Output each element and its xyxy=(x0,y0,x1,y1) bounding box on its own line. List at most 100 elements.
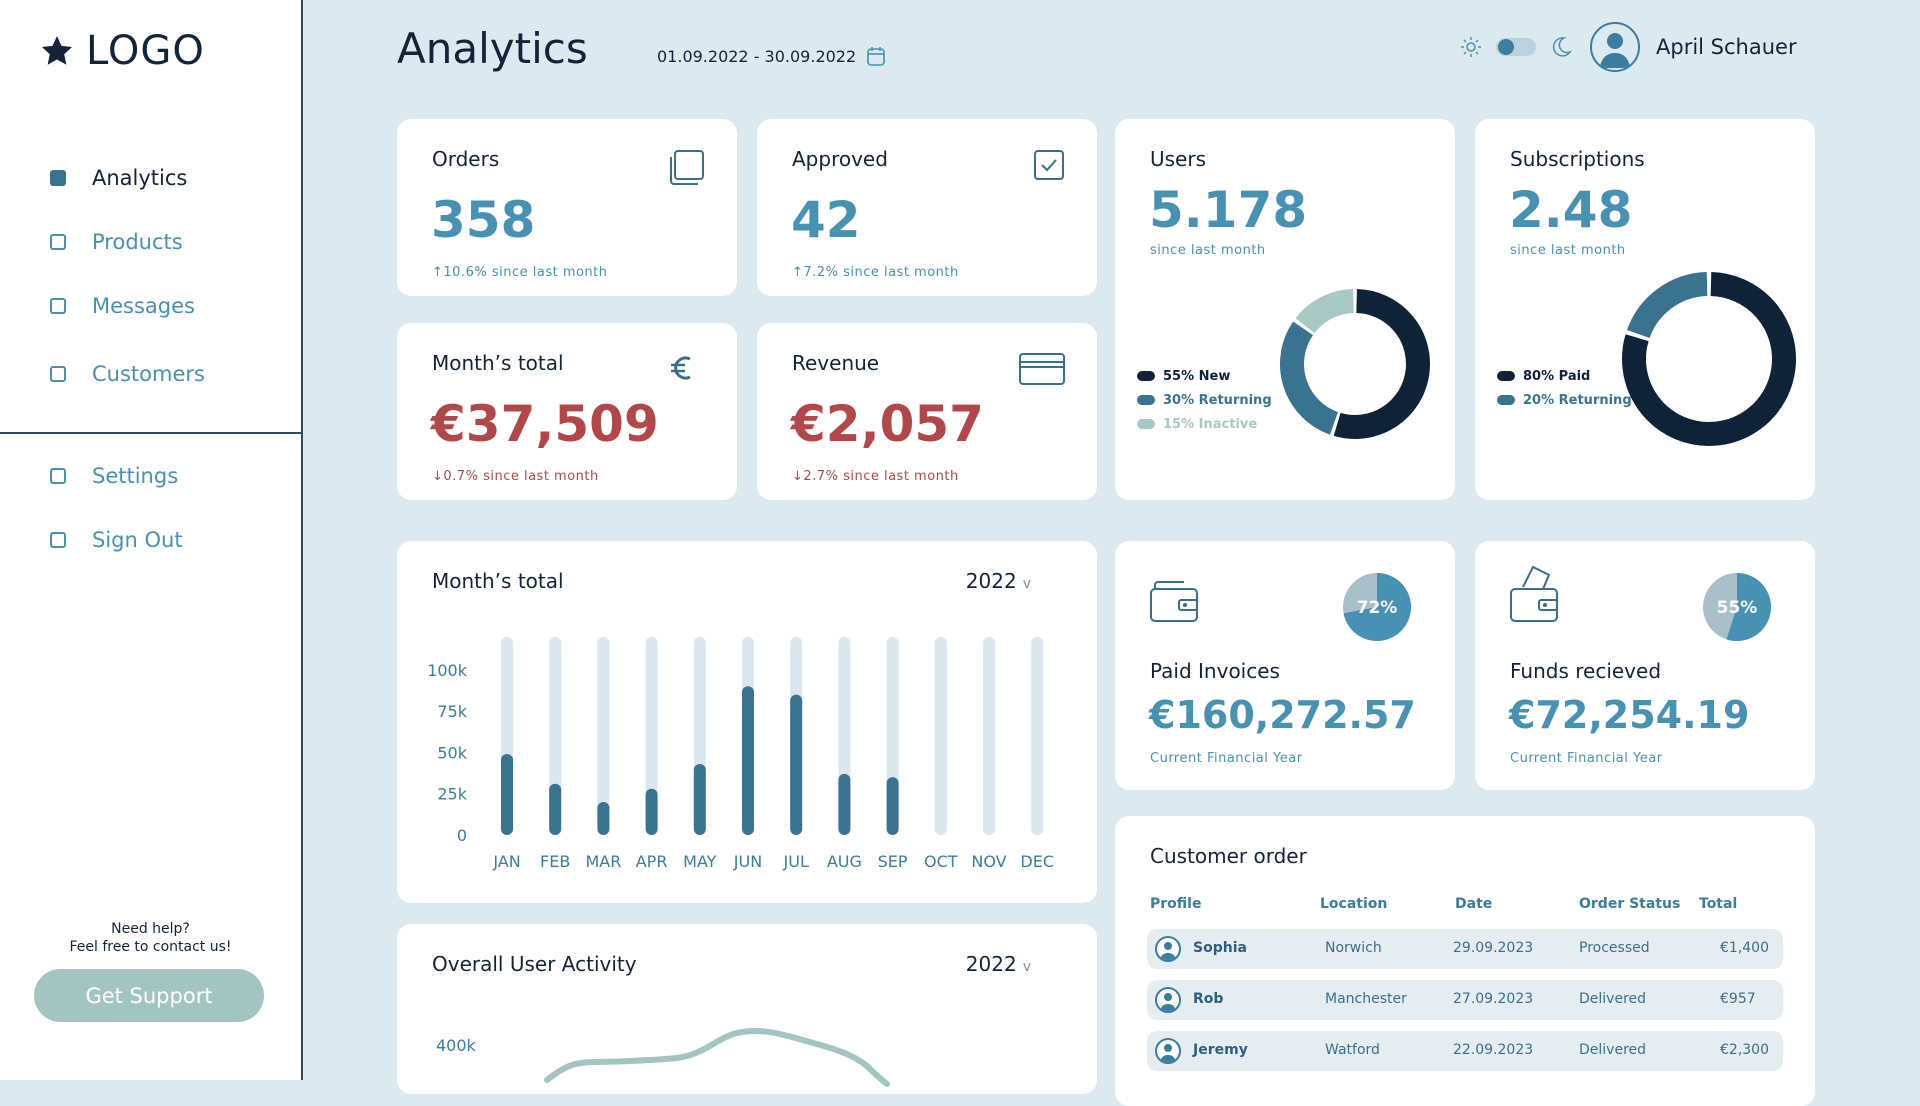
approved-change: ↑7.2% since last month xyxy=(792,265,959,280)
nav-item-analytics[interactable]: Analytics xyxy=(50,166,187,190)
avatar xyxy=(1155,987,1181,1013)
legend-label: 30% Returning xyxy=(1163,392,1272,408)
get-support-button[interactable]: Get Support xyxy=(34,969,264,1022)
toggle-knob xyxy=(1498,39,1514,55)
customer-name: Jeremy xyxy=(1193,1042,1248,1058)
wallet-icon xyxy=(1150,581,1198,622)
y-tick-label: 75k xyxy=(437,702,467,721)
bar-track xyxy=(1031,637,1044,835)
year-value: 2022 xyxy=(965,569,1017,593)
bar xyxy=(501,754,513,835)
date-range-picker[interactable]: 01.09.2022 - 30.09.2022 xyxy=(657,45,886,67)
bar xyxy=(742,686,754,835)
card-title: Orders xyxy=(432,147,500,171)
year-select[interactable]: 2022 v xyxy=(966,952,1031,976)
user-activity-line-chart: 400k xyxy=(436,1027,890,1087)
card-title: Users xyxy=(1150,147,1207,171)
x-tick-label: APR xyxy=(636,852,668,871)
customer-location: Norwich xyxy=(1325,940,1382,956)
x-tick-label: JAN xyxy=(492,852,520,871)
euro-icon xyxy=(671,356,691,380)
y-tick-label: 50k xyxy=(437,743,467,762)
chart-title: Month’s total xyxy=(432,569,564,593)
nav-item-sign-out[interactable]: Sign Out xyxy=(50,528,183,552)
user-activity-card: Overall User Activity 2022 v 400k xyxy=(397,924,1097,1094)
card-title: Revenue xyxy=(792,351,880,375)
chevron-down-icon: v xyxy=(1022,576,1031,592)
bar xyxy=(645,788,658,835)
copy-icon xyxy=(670,150,704,185)
bar xyxy=(838,773,851,835)
bar xyxy=(597,801,610,835)
table-row[interactable]: Rob Manchester 27.09.2023 Delivered €957 xyxy=(1147,980,1783,1020)
help-line-1: Need help? xyxy=(111,921,190,937)
funds-pie-chart: 55% xyxy=(1703,573,1771,641)
bar-track xyxy=(645,637,658,835)
subscriptions-donut-chart xyxy=(1622,272,1796,446)
x-tick-label: MAR xyxy=(585,852,621,871)
nav-item-products[interactable]: Products xyxy=(50,230,183,254)
legend-label: 55% New xyxy=(1163,368,1231,384)
invoices-pie-chart: 72% xyxy=(1343,573,1411,641)
bar xyxy=(549,783,562,835)
x-tick-label: JUL xyxy=(783,852,809,871)
chart-title: Overall User Activity xyxy=(432,952,637,976)
order-date: 27.09.2023 xyxy=(1453,991,1534,1007)
change-text: 2.7% since last month xyxy=(803,469,959,484)
month-total-card: Month’s total €37,509 ↓0.7% since last m… xyxy=(397,323,737,500)
legend-swatch xyxy=(1137,371,1155,381)
card-title: Customer order xyxy=(1150,844,1307,868)
nav-item-label: Products xyxy=(92,230,183,254)
donut-segment xyxy=(1622,272,1796,446)
table-row[interactable]: Jeremy Watford 22.09.2023 Delivered €2,3… xyxy=(1147,1031,1783,1071)
page-title: Analytics xyxy=(397,24,588,73)
change-text: 7.2% since last month xyxy=(803,265,959,280)
users-legend: 55% New 30% Returning 15% Inactive xyxy=(1137,364,1272,436)
y-tick-label: 25k xyxy=(437,785,467,804)
month-total-chart-card: Month’s total 2022 v 0 25k 50k 75k 100k JAN FEB… xyxy=(397,541,1097,903)
logo[interactable]: LOGO xyxy=(40,28,205,74)
customer-order-card: Customer order Profile Location Date Ord… xyxy=(1115,816,1815,1106)
nav-item-settings[interactable]: Settings xyxy=(50,464,178,488)
nav-item-label: Sign Out xyxy=(92,528,183,552)
nav-item-label: Analytics xyxy=(92,166,188,190)
users-card: Users 5.178 since last month 55% New 30%… xyxy=(1115,119,1455,500)
x-tick-label: AUG xyxy=(827,852,862,871)
nav-item-label: Settings xyxy=(92,464,179,488)
x-tick-label: DEC xyxy=(1020,852,1054,871)
legend-label: 80% Paid xyxy=(1523,368,1591,384)
order-status: Delivered xyxy=(1579,1042,1647,1058)
x-tick-label: MAY xyxy=(683,852,717,871)
user-profile[interactable]: April Schauer xyxy=(1590,22,1797,72)
table-row[interactable]: Sophia Norwich 29.09.2023 Processed €1,4… xyxy=(1147,929,1783,969)
year-select[interactable]: 2022 v xyxy=(966,569,1031,593)
nav-item-messages[interactable]: Messages xyxy=(50,294,195,318)
subscriptions-legend: 80% Paid 20% Returning xyxy=(1497,364,1632,412)
logo-text: LOGO xyxy=(86,28,205,74)
pie-slice xyxy=(1726,573,1771,641)
order-date: 29.09.2023 xyxy=(1453,940,1534,956)
bar xyxy=(886,777,899,835)
calendar-icon xyxy=(867,47,885,66)
arrow-up-icon: ↑ xyxy=(432,265,444,280)
credit-card-icon xyxy=(1019,353,1065,385)
bar xyxy=(790,694,803,835)
card-title: Subscriptions xyxy=(1510,147,1645,171)
help-line-2: Feel free to contact us! xyxy=(69,939,232,955)
funds-received-value: €72,254.19 xyxy=(1509,693,1750,737)
user-avatar-icon xyxy=(1160,993,1176,1011)
nav-checkbox-icon xyxy=(50,234,66,250)
star-icon xyxy=(41,36,73,65)
users-donut-chart xyxy=(1280,289,1430,439)
chevron-down-icon: v xyxy=(1022,959,1031,975)
nav-item-customers[interactable]: Customers xyxy=(50,362,205,386)
subscriptions-value: 2.48 xyxy=(1509,181,1633,239)
card-title: Month’s total xyxy=(432,351,564,375)
legend-label: 20% Returning xyxy=(1523,392,1632,408)
dark-mode-toggle[interactable] xyxy=(1496,38,1536,56)
nav-checkbox-icon xyxy=(50,468,66,484)
orders-change: ↑10.6% since last month xyxy=(432,265,608,280)
user-avatar-icon xyxy=(1600,33,1630,68)
nav-item-label: Messages xyxy=(92,294,195,318)
legend-item-returning: 20% Returning xyxy=(1497,388,1632,412)
